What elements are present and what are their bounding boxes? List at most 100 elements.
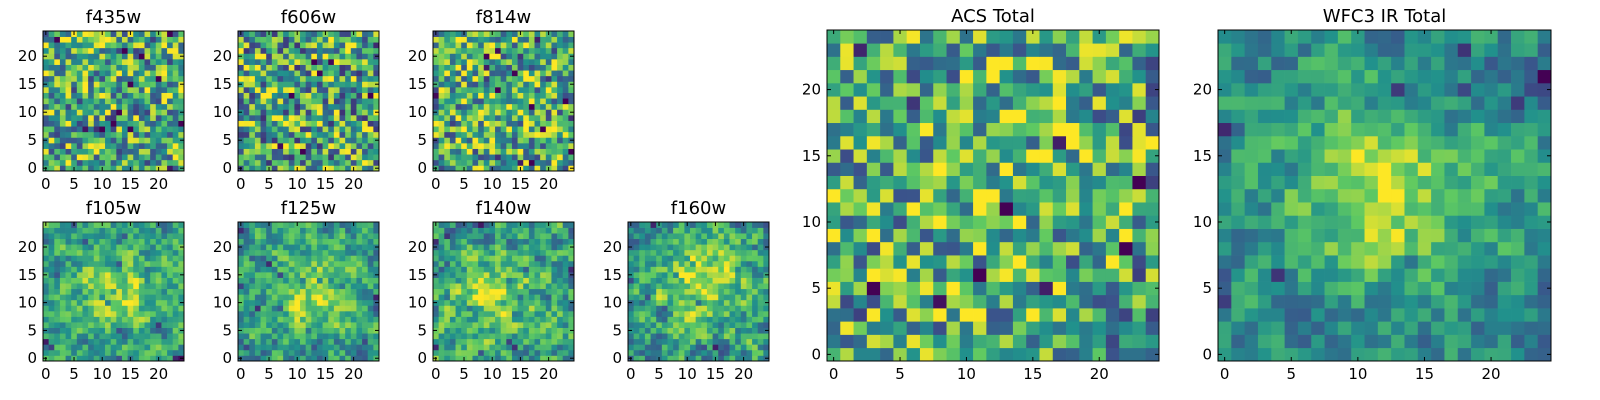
heatmap-cell xyxy=(350,266,357,273)
heatmap-cell xyxy=(684,338,691,345)
heatmap-cell xyxy=(362,87,369,93)
heatmap-cell xyxy=(545,159,552,166)
heatmap-cell xyxy=(48,283,55,290)
heatmap-cell xyxy=(757,277,764,284)
heatmap-cell xyxy=(483,53,490,60)
heatmap-cell xyxy=(172,255,179,262)
heatmap-cell xyxy=(367,233,374,240)
heatmap-cell xyxy=(328,137,335,144)
heatmap-cell xyxy=(1026,321,1040,335)
heatmap-cell xyxy=(254,131,261,138)
heatmap-cell xyxy=(271,53,278,60)
heatmap-cell xyxy=(466,131,473,138)
heatmap-cell xyxy=(362,316,369,323)
heatmap-cell xyxy=(277,255,284,262)
heatmap-cell xyxy=(167,255,174,262)
heatmap-cell xyxy=(133,165,140,172)
heatmap-cell xyxy=(840,334,854,349)
heatmap-cell xyxy=(840,175,854,190)
heatmap-cell xyxy=(339,64,346,71)
heatmap-cell xyxy=(350,126,357,133)
heatmap-cell xyxy=(328,81,335,88)
heatmap-cell xyxy=(333,310,340,317)
heatmap-cell xyxy=(639,272,646,278)
heatmap-cell xyxy=(116,294,123,301)
heatmap-cell xyxy=(65,148,72,155)
y-tick-label: 0 xyxy=(417,159,427,177)
heatmap-cell xyxy=(557,272,564,278)
heatmap-cell xyxy=(260,338,267,345)
heatmap-cell xyxy=(551,244,558,251)
heatmap-cell xyxy=(523,92,530,99)
heatmap-cell xyxy=(534,294,541,301)
heatmap-cell xyxy=(71,126,78,133)
heatmap-cell xyxy=(110,338,117,345)
heatmap-cell xyxy=(367,75,374,82)
heatmap-cell xyxy=(757,238,764,245)
heatmap-cell xyxy=(93,249,100,256)
heatmap-cell xyxy=(311,87,318,93)
heatmap-cell xyxy=(138,109,145,116)
heatmap-cell xyxy=(684,238,691,245)
heatmap-cell xyxy=(433,233,439,240)
heatmap-cell xyxy=(155,349,162,356)
heatmap-cell xyxy=(116,277,123,284)
heatmap-cell xyxy=(959,215,974,229)
y-tick-label: 0 xyxy=(222,159,232,177)
heatmap-cell xyxy=(167,31,174,37)
heatmap-cell xyxy=(54,272,61,278)
heatmap-cell xyxy=(133,36,140,43)
heatmap-cell xyxy=(339,249,346,256)
heatmap-cell xyxy=(933,281,947,296)
heatmap-cell xyxy=(986,162,1000,176)
heatmap-cell xyxy=(161,283,168,290)
heatmap-cell xyxy=(300,233,307,240)
heatmap-cell xyxy=(110,277,117,284)
axes-frame xyxy=(237,221,380,362)
heatmap-cell xyxy=(500,283,507,290)
heatmap-cell xyxy=(356,233,363,240)
heatmap-cell xyxy=(455,227,462,234)
heatmap-cell xyxy=(489,109,496,116)
heatmap-cell xyxy=(973,202,987,216)
heatmap-cell xyxy=(438,70,445,77)
heatmap-cell xyxy=(238,322,244,328)
heatmap-cell xyxy=(986,321,1000,335)
heatmap-cell xyxy=(271,349,278,356)
heatmap-cell xyxy=(712,249,719,256)
heatmap-cell xyxy=(110,143,117,149)
heatmap-cell xyxy=(300,75,307,82)
heatmap-cell xyxy=(495,87,502,93)
heatmap-cell xyxy=(167,103,174,110)
heatmap-cell xyxy=(919,334,934,349)
heatmap-cell xyxy=(249,316,256,323)
heatmap-cell xyxy=(740,272,747,278)
heatmap-cell xyxy=(557,355,564,362)
heatmap-cell xyxy=(43,70,49,77)
heatmap-cell xyxy=(283,327,290,334)
heatmap-cell xyxy=(673,283,680,290)
heatmap-cell xyxy=(661,238,668,245)
heatmap-cell xyxy=(48,143,55,149)
heatmap-cell xyxy=(65,92,72,99)
heatmap-cell xyxy=(562,227,569,234)
heatmap-cell xyxy=(528,103,535,110)
heatmap-cell xyxy=(534,47,541,54)
heatmap-cell xyxy=(249,154,256,161)
heatmap-cell xyxy=(133,266,140,273)
heatmap-cell xyxy=(178,277,185,284)
heatmap-cell xyxy=(906,188,921,203)
heatmap-cell xyxy=(116,64,123,71)
heatmap-cell xyxy=(316,349,323,356)
heatmap-cell xyxy=(345,131,352,138)
heatmap-cell xyxy=(367,120,374,127)
heatmap-cell xyxy=(438,131,445,138)
heatmap-cell xyxy=(54,81,61,88)
heatmap-cell xyxy=(54,31,61,37)
heatmap-cell xyxy=(110,70,117,77)
heatmap-cell xyxy=(1119,228,1133,243)
heatmap-cell xyxy=(551,92,558,99)
heatmap-cell xyxy=(545,103,552,110)
heatmap-cell xyxy=(362,349,369,356)
heatmap-cell xyxy=(449,294,456,301)
